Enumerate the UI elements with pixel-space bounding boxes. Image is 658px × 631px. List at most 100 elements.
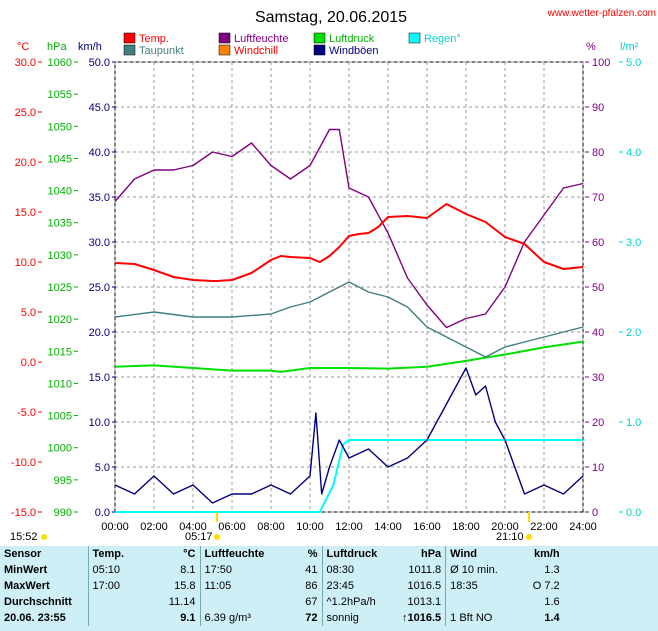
- y-tick-kmh: 5.0: [95, 462, 110, 474]
- y-tick-kmh: 0.0: [95, 507, 110, 519]
- y-tick-celsius: 0.0: [21, 357, 36, 369]
- legend-swatch-temp: [123, 32, 136, 44]
- temp-time: 17:00: [87, 578, 144, 594]
- x-tick-label: 08:00: [257, 521, 285, 533]
- y-tick-hpa: 1045: [48, 153, 72, 165]
- y-tick-hpa: 1015: [48, 346, 72, 358]
- y-tick-celsius: 10.0: [15, 257, 36, 269]
- wind-value: 1.3: [544, 564, 560, 576]
- legend-swatch-pressure: [313, 32, 326, 44]
- sun-marker-left-label: 15:52: [10, 531, 38, 543]
- pressure-time: 08:30: [321, 562, 398, 578]
- summary-panel: Sensor Temp. °C Luftfeuchte % Luftdruck …: [0, 546, 658, 631]
- y-tick-percent: 100: [592, 57, 610, 69]
- chart-title: Samstag, 20.06.2015: [255, 9, 407, 26]
- x-tick-label: 10:00: [296, 521, 324, 533]
- x-tick-label: 12:00: [335, 521, 363, 533]
- legend-label-gusts: Windböen: [329, 45, 379, 57]
- series-line-taupunkt: [114, 281, 584, 358]
- y-tick-percent: 80: [592, 147, 604, 159]
- legend-label-dewpoint: Taupunkt: [139, 45, 184, 57]
- temp-time: 05:10: [87, 562, 144, 578]
- legend-swatch-rain: [408, 32, 421, 44]
- sunrise-label: 05:17: [185, 531, 213, 543]
- y-tick-percent: 50: [592, 282, 604, 294]
- y-tick-kmh: 40.0: [89, 147, 110, 159]
- y-tick-hpa: 1005: [48, 411, 72, 423]
- y-tick-percent: 30: [592, 372, 604, 384]
- legend-label-pressure: Luftdruck: [329, 33, 375, 45]
- weather-chart: Samstag, 20.06.2015 www.wetter-pfalzen.c…: [10, 8, 656, 543]
- summary-row-average: Durchschnitt 11.14 67 ^1.2hPa/h 1013.1 1…: [0, 594, 564, 610]
- series-line-luftdruck: [114, 340, 584, 373]
- y-tick-celsius: 30.0: [15, 57, 36, 69]
- x-tick-label: 20:00: [491, 521, 519, 533]
- humidity-value: 86: [305, 580, 318, 592]
- summary-row-current: 20.06. 23:55 9.1 6.39 g/m³ 72 sonnig ↑10…: [0, 610, 564, 626]
- y-tick-kmh: 35.0: [89, 192, 110, 204]
- y-tick-percent: 70: [592, 192, 604, 204]
- y-tick-hpa: 995: [54, 475, 72, 487]
- y-tick-kmh: 25.0: [89, 282, 110, 294]
- sunrise-icon: [214, 534, 220, 540]
- wind-value: 1.6: [544, 596, 560, 608]
- temp-value: 11.14: [168, 596, 196, 608]
- header-sensor: Sensor: [4, 548, 42, 560]
- x-tick-label: 14:00: [374, 521, 402, 533]
- wind-label: Ø 10 min.: [445, 562, 510, 578]
- pressure-value: 1011.8: [408, 564, 442, 576]
- summary-header-row: Sensor Temp. °C Luftfeuchte % Luftdruck …: [0, 546, 564, 562]
- forecast-text: sonnig: [321, 610, 398, 626]
- series-line-temp: [114, 203, 584, 282]
- series-layer: [114, 128, 584, 513]
- humidity-value: 72: [305, 612, 318, 624]
- y-tick-hpa: 1000: [48, 443, 72, 455]
- humidity-value: 67: [305, 596, 318, 608]
- summary-row-min: MinWert 05:10 8.1 17:50 41 08:30 1011.8 …: [0, 562, 564, 578]
- header-wind: Wind: [445, 546, 510, 562]
- y-tick-celsius: -15.0: [11, 507, 36, 519]
- x-tick-label: 02:00: [140, 521, 168, 533]
- pressure-value: ↑1016.5: [402, 612, 442, 624]
- y-tick-rain: 4.0: [626, 147, 641, 159]
- y-tick-rain: 3.0: [626, 237, 641, 249]
- legend-swatch-windchill: [218, 44, 231, 56]
- x-tick-label: 04:00: [179, 521, 207, 533]
- y-tick-hpa: 1025: [48, 282, 72, 294]
- series-line-luftfeuchte: [114, 128, 584, 329]
- site-link[interactable]: www.wetter-pfalzen.com: [547, 8, 656, 19]
- y-tick-percent: 0: [592, 507, 598, 519]
- y-tick-celsius: 20.0: [15, 157, 36, 169]
- y-tick-kmh: 50.0: [89, 57, 110, 69]
- humidity-time: 11:05: [199, 578, 272, 594]
- grid: [114, 61, 584, 513]
- y-tick-hpa: 1010: [48, 378, 72, 390]
- temp-time: [87, 610, 144, 626]
- header-humidity-unit: %: [307, 548, 318, 560]
- y-tick-hpa: 1060: [48, 57, 72, 69]
- wind-value: O 7.2: [532, 580, 560, 592]
- row-label: MinWert: [4, 564, 48, 576]
- legend-swatch-humidity: [218, 32, 231, 44]
- row-label: MaxWert: [4, 580, 50, 592]
- humidity-time: 17:50: [199, 562, 272, 578]
- summary-table: Sensor Temp. °C Luftfeuchte % Luftdruck …: [0, 546, 564, 626]
- y-tick-kmh: 15.0: [89, 372, 110, 384]
- header-pressure: Luftdruck: [321, 546, 398, 562]
- y-tick-rain: 2.0: [626, 327, 641, 339]
- y-tick-kmh: 20.0: [89, 327, 110, 339]
- wind-label: [445, 594, 510, 610]
- row-label: Durchschnitt: [4, 596, 72, 608]
- x-tick-label: 16:00: [413, 521, 441, 533]
- legend-label-rain: Regen°: [424, 33, 461, 45]
- y-tick-rain: 1.0: [626, 417, 641, 429]
- y-tick-celsius: 15.0: [15, 207, 36, 219]
- legend-label-humidity: Luftfeuchte: [234, 33, 288, 45]
- y-tick-hpa: 1055: [48, 89, 72, 101]
- y-tick-percent: 20: [592, 417, 604, 429]
- pressure-trend: ^1.2hPa/h: [321, 594, 398, 610]
- y-tick-celsius: 5.0: [21, 307, 36, 319]
- summary-row-max: MaxWert 17:00 15.8 11:05 86 23:45 1016.5…: [0, 578, 564, 594]
- y-tick-hpa: 1030: [48, 250, 72, 262]
- temp-value: 8.1: [180, 564, 196, 576]
